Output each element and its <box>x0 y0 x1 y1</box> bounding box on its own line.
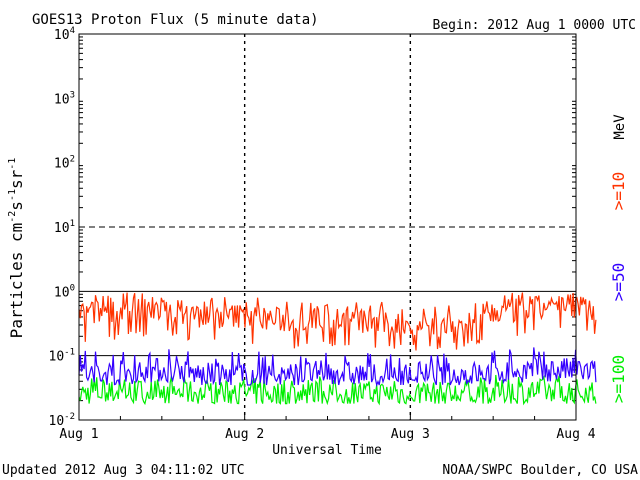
y-tick-label: 103 <box>54 90 75 107</box>
updated-timestamp: Updated 2012 Aug 3 04:11:02 UTC <box>2 463 245 478</box>
y-tick-base: 10 <box>54 221 70 236</box>
credit-text: NOAA/SWPC Boulder, CO USA <box>442 463 638 478</box>
y-tick-exp: 0 <box>70 283 75 293</box>
y-tick-label: 102 <box>54 155 75 172</box>
chart-title: GOES13 Proton Flux (5 minute data) <box>32 12 319 28</box>
x-tick-labels: Aug 1 Aug 2 Aug 3 Aug 4 <box>59 427 595 442</box>
y-tick-exp: 4 <box>70 26 75 36</box>
y-tick-label: 10-2 <box>49 412 76 429</box>
series-line-ge50 <box>78 347 597 388</box>
legend-label-ge10: >=10 <box>609 172 628 211</box>
legend-label-ge100: >=100 <box>609 355 628 403</box>
y-axis-exp-2: -1 <box>7 189 18 201</box>
y-axis-label-text: Particles cm <box>7 223 26 339</box>
y-tick-exp: 3 <box>70 90 75 100</box>
y-tick-base: 10 <box>54 285 70 300</box>
y-tick-label: 101 <box>54 219 75 236</box>
y-tick-base: 10 <box>54 157 70 172</box>
y-tick-label: 100 <box>54 283 75 300</box>
y-tick-exp: -2 <box>64 412 75 422</box>
x-tick-label: Aug 1 <box>59 427 98 442</box>
y-tick-base: 10 <box>49 350 65 365</box>
y-axis-exp-1: -2 <box>7 211 18 223</box>
y-axis-exp-3: -1 <box>7 158 18 170</box>
series-layer <box>78 292 597 406</box>
y-tick-exp: -1 <box>64 348 75 358</box>
y-axis-label-sr: sr <box>7 169 26 189</box>
series-line-ge10 <box>78 292 597 351</box>
y-axis-label-s: s <box>7 201 26 211</box>
y-tick-exp: 1 <box>70 219 75 229</box>
x-tick-label: Aug 4 <box>556 427 595 442</box>
y-tick-base: 10 <box>49 414 65 429</box>
y-tick-exp: 2 <box>70 155 75 165</box>
y-axis-label: Particles cm-2s-1sr-1 <box>7 158 26 339</box>
y-tick-base: 10 <box>54 92 70 107</box>
x-axis-label: Universal Time <box>272 443 382 458</box>
legend-label-ge50: >=50 <box>609 263 628 302</box>
y-tick-label: 104 <box>54 26 75 43</box>
unit-label-mev: MeV <box>612 114 628 140</box>
x-tick-label: Aug 3 <box>391 427 430 442</box>
y-tick-label: 10-1 <box>49 348 76 365</box>
begin-time: Begin: 2012 Aug 1 0000 UTC <box>433 18 637 33</box>
plot-frame <box>78 33 577 421</box>
plot-grid <box>78 34 577 420</box>
series-line-ge100 <box>78 374 597 406</box>
x-tick-label: Aug 2 <box>225 427 264 442</box>
y-tick-base: 10 <box>54 28 70 43</box>
